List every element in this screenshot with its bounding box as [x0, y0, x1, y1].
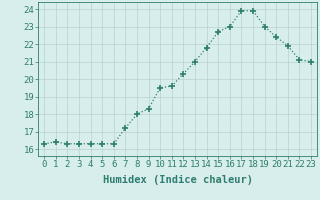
X-axis label: Humidex (Indice chaleur): Humidex (Indice chaleur) — [103, 175, 252, 185]
